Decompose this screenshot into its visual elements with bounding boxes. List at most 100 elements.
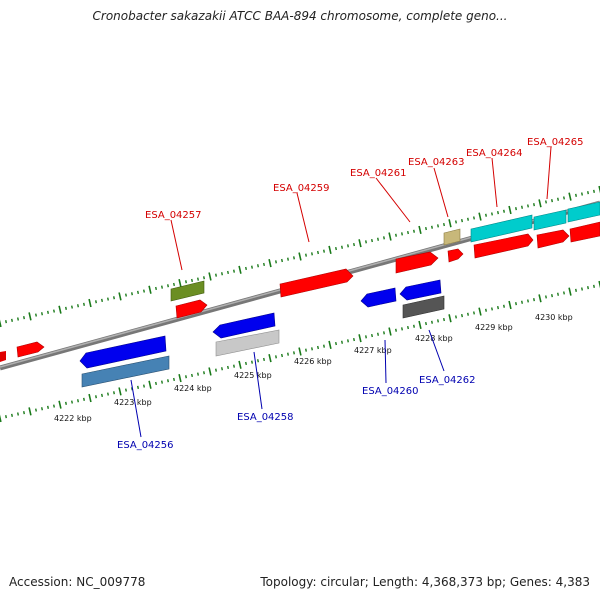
- major-tick: [358, 239, 362, 248]
- axis-label: 4228 kbp: [415, 334, 453, 343]
- feature-arrow[interactable]: [447, 248, 464, 263]
- minor-tick: [77, 399, 79, 403]
- minor-tick: [503, 209, 505, 213]
- feature-arrow[interactable]: [360, 287, 397, 308]
- minor-tick: [431, 320, 433, 324]
- minor-tick: [533, 298, 535, 302]
- feature-arrow[interactable]: [279, 268, 354, 298]
- gene-label-esa-04262[interactable]: ESA_04262: [419, 375, 476, 386]
- minor-tick: [431, 225, 433, 229]
- minor-tick: [341, 245, 343, 249]
- gene-label-esa-04260[interactable]: ESA_04260: [362, 386, 419, 397]
- minor-tick: [407, 230, 409, 235]
- major-tick: [388, 232, 392, 241]
- minor-tick: [503, 304, 505, 308]
- major-tick: [358, 334, 362, 343]
- feature-arrow[interactable]: [395, 251, 439, 274]
- major-tick: [298, 347, 302, 356]
- minor-tick: [593, 284, 595, 288]
- feature-arrow[interactable]: [16, 341, 45, 358]
- minor-tick: [95, 395, 97, 399]
- minor-tick: [107, 297, 109, 301]
- minor-tick: [83, 302, 85, 306]
- feature-arrow[interactable]: [473, 233, 534, 259]
- minor-tick: [455, 315, 457, 319]
- gene-label-esa-04256[interactable]: ESA_04256: [117, 440, 174, 451]
- feature-arrow[interactable]: [212, 312, 276, 339]
- feature-box[interactable]: [170, 280, 205, 302]
- minor-tick: [101, 298, 103, 303]
- feature-box[interactable]: [567, 201, 600, 223]
- feature-box[interactable]: [81, 355, 170, 388]
- feature-arrow[interactable]: [175, 299, 208, 319]
- major-tick: [238, 265, 242, 274]
- major-tick: [58, 400, 62, 409]
- feature-box[interactable]: [470, 214, 533, 243]
- label-leader: [428, 329, 445, 372]
- major-tick: [178, 374, 182, 383]
- feature-arrow[interactable]: [536, 229, 570, 249]
- minor-tick: [593, 189, 595, 193]
- minor-tick: [383, 331, 385, 335]
- minor-tick: [173, 282, 175, 287]
- feature-box[interactable]: [443, 228, 461, 246]
- minor-tick: [47, 310, 49, 314]
- major-tick: [148, 380, 152, 389]
- minor-tick: [143, 384, 145, 388]
- major-tick: [148, 285, 152, 294]
- feature-arrow[interactable]: [0, 352, 5, 362]
- minor-tick: [515, 207, 517, 211]
- label-leader: [546, 146, 552, 200]
- gene-label-esa-04257[interactable]: ESA_04257: [145, 210, 202, 221]
- minor-tick: [101, 393, 103, 398]
- label-leader: [384, 339, 387, 384]
- minor-tick: [323, 249, 325, 253]
- minor-tick: [473, 311, 475, 315]
- minor-tick: [125, 293, 127, 297]
- outer-tick-ruler: [0, 185, 600, 328]
- gene-label-esa-04261[interactable]: ESA_04261: [350, 168, 407, 179]
- major-tick: [118, 292, 122, 301]
- major-tick: [118, 387, 122, 396]
- gene-label-esa-04258[interactable]: ESA_04258: [237, 412, 294, 423]
- major-tick: [418, 225, 422, 234]
- minor-tick: [413, 324, 415, 328]
- minor-tick: [35, 313, 37, 317]
- minor-tick: [365, 335, 367, 339]
- feature-box[interactable]: [215, 329, 280, 357]
- major-tick: [88, 298, 92, 308]
- forward-features: [0, 201, 600, 362]
- feature-arrow[interactable]: [79, 335, 167, 369]
- label-leader: [253, 351, 263, 410]
- major-tick: [88, 393, 92, 403]
- minor-tick: [11, 413, 13, 417]
- feature-box[interactable]: [402, 295, 445, 319]
- gene-label-esa-04264[interactable]: ESA_04264: [466, 148, 523, 159]
- minor-tick: [377, 237, 379, 241]
- label-leader: [491, 157, 498, 208]
- gene-label-esa-04259[interactable]: ESA_04259: [273, 183, 330, 194]
- feature-arrow[interactable]: [399, 279, 442, 301]
- minor-tick: [563, 196, 565, 200]
- minor-tick: [317, 345, 319, 350]
- minor-tick: [23, 411, 25, 415]
- minor-tick: [497, 210, 499, 215]
- minor-tick: [287, 352, 289, 356]
- minor-tick: [65, 306, 67, 310]
- topology-text: Topology: circular; Length: 4,368,373 bp…: [260, 575, 590, 589]
- minor-tick: [17, 317, 19, 321]
- minor-tick: [137, 385, 139, 390]
- major-tick: [508, 205, 512, 215]
- feature-arrow[interactable]: [569, 221, 600, 243]
- minor-tick: [167, 284, 169, 288]
- minor-tick: [251, 360, 253, 364]
- feature-box[interactable]: [533, 209, 567, 231]
- gene-label-esa-04265[interactable]: ESA_04265: [527, 137, 584, 148]
- axis-label: 4226 kbp: [294, 357, 332, 366]
- minor-tick: [311, 252, 313, 256]
- gene-label-esa-04263[interactable]: ESA_04263: [408, 157, 465, 168]
- minor-tick: [71, 400, 73, 404]
- minor-tick: [251, 265, 253, 269]
- minor-tick: [491, 307, 493, 311]
